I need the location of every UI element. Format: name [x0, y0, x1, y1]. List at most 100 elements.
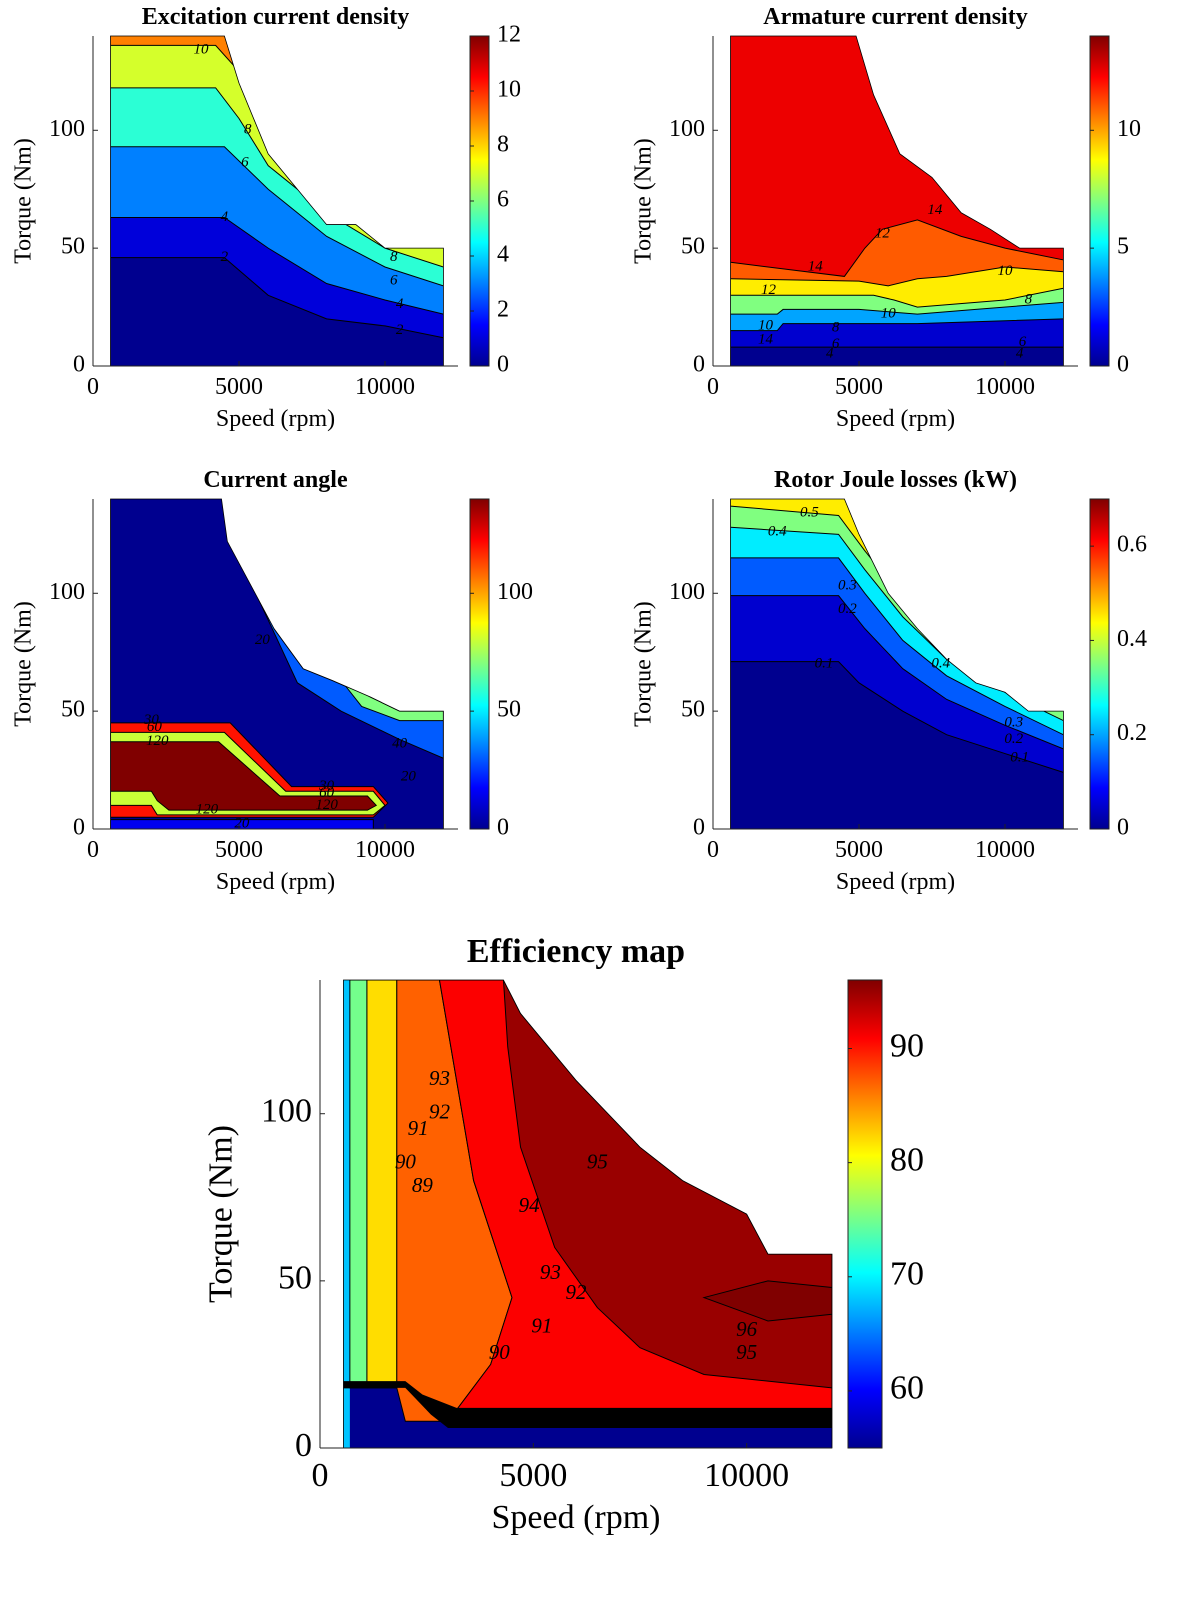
contour-line: [110, 217, 444, 315]
x-axis-label: Speed (rpm): [836, 406, 955, 432]
contour-label: 12: [761, 282, 777, 298]
contour-line: [730, 266, 1064, 287]
colorbar-tick-label: 8: [497, 132, 509, 158]
contour-label: 6: [241, 155, 249, 171]
colorbar-tick-label: 0: [497, 815, 509, 841]
colorbar-tick-label: 0: [1117, 352, 1129, 378]
contour-label: 91: [408, 1116, 429, 1140]
contour-label: 0.1: [1010, 750, 1029, 766]
contour-label: 2: [221, 249, 229, 265]
colorbar-tick-label: 50: [497, 697, 521, 723]
x-axis-label: Speed (rpm): [836, 869, 955, 895]
chart-panel-4: 0.50.40.30.20.1 0.40.30.20.10 5000 10000050…: [631, 467, 1147, 895]
colorbar-tick-label: 100: [497, 579, 533, 605]
x-tick-label: 10000: [355, 837, 415, 863]
colorbar-tick-label: 10: [1117, 116, 1141, 142]
x-axis-label: Speed (rpm): [216, 406, 335, 432]
contour-label: 4: [221, 209, 229, 225]
operating-envelope: [343, 979, 833, 1449]
contour-label: 92: [566, 1280, 588, 1304]
colorbar: [1089, 35, 1110, 367]
contour-region: [366, 980, 398, 1389]
contour-label: 92: [429, 1100, 451, 1124]
contour-label: 14: [758, 332, 774, 348]
x-tick-label: 5000: [835, 837, 883, 863]
contour-label: 91: [531, 1313, 552, 1337]
contour-label: 8: [244, 122, 252, 138]
contour-label: 4: [1016, 346, 1024, 362]
contour-label: 10: [881, 306, 897, 322]
contour-label: 30: [318, 778, 335, 794]
contour-line: [730, 661, 1064, 773]
colorbar-tick-label: 0: [497, 352, 509, 378]
colorbar-tick-label: 5: [1117, 234, 1129, 260]
operating-envelope: [730, 35, 1064, 367]
colorbar-tick-label: 10: [497, 77, 521, 103]
contour-label: 6: [1019, 334, 1027, 350]
colorbar: [847, 979, 883, 1449]
contour-label: 14: [927, 202, 943, 218]
contour-label: 0.2: [838, 601, 857, 617]
contour-label: 4: [826, 346, 834, 362]
contour-label: 20: [401, 769, 417, 785]
contour-label: 0.2: [1004, 731, 1023, 747]
contour-label: 10: [998, 263, 1014, 279]
contour-label: 20: [234, 816, 250, 832]
colorbar-tick-label: 0.6: [1117, 532, 1147, 558]
chart-title: Armature current density: [763, 4, 1027, 30]
contour-label: 8: [1025, 291, 1033, 307]
contour-label: 60: [319, 785, 335, 801]
y-tick-label: 50: [61, 697, 85, 723]
contour-label: 120: [196, 802, 219, 818]
contour-line: [730, 595, 1064, 750]
x-tick-label: 5000: [215, 837, 263, 863]
contour-label: 30: [143, 712, 160, 728]
contour-fill: [730, 499, 1064, 829]
colorbar-tick-label: 70: [890, 1256, 924, 1293]
x-tick-label: 5000: [215, 374, 263, 400]
y-tick-label: 0: [73, 815, 85, 841]
x-tick-label: 0: [87, 374, 99, 400]
contour-line: [730, 557, 1064, 736]
contour-label: 4: [396, 296, 404, 312]
y-axis-label: Torque (Nm): [631, 138, 657, 264]
contour-line: [730, 219, 1064, 277]
contour-label: 8: [832, 320, 840, 336]
contour-region: [702, 1280, 832, 1322]
contour-label: 14: [808, 258, 824, 274]
y-tick-label: 100: [669, 579, 705, 605]
contour-line: [730, 287, 1064, 308]
x-tick-label: 0: [707, 374, 719, 400]
chart-title: Efficiency map: [467, 933, 685, 970]
x-axis-label: Speed (rpm): [491, 1499, 660, 1536]
y-tick-label: 50: [681, 697, 705, 723]
x-tick-label: 0: [312, 1457, 329, 1494]
contour-line: [730, 301, 1064, 315]
contour-label: 95: [587, 1150, 608, 1174]
colorbar-tick-label: 0: [1117, 815, 1129, 841]
contour-label: 0.5: [800, 505, 819, 521]
contour-label: 12: [875, 225, 891, 241]
contour-label: 0.3: [838, 578, 857, 594]
x-tick-label: 10000: [355, 374, 415, 400]
x-tick-label: 10000: [975, 837, 1035, 863]
contour-line: [110, 257, 444, 339]
contour-line: [730, 318, 1064, 332]
colorbar-tick-label: 6: [497, 187, 509, 213]
y-tick-label: 0: [693, 352, 705, 378]
colorbar-tick-label: 4: [497, 242, 509, 268]
colorbar-tick-label: 80: [890, 1141, 924, 1178]
contour-label: 93: [540, 1260, 561, 1284]
operating-envelope: [730, 498, 1064, 830]
x-tick-label: 10000: [704, 1457, 789, 1494]
contour-label: 120: [315, 797, 338, 813]
operating-envelope: [110, 498, 444, 830]
chart-title: Excitation current density: [142, 4, 410, 30]
contour-label: 10: [758, 317, 774, 333]
contour-label: 40: [392, 736, 408, 752]
contour-label: 93: [429, 1066, 450, 1090]
y-tick-label: 100: [669, 116, 705, 142]
